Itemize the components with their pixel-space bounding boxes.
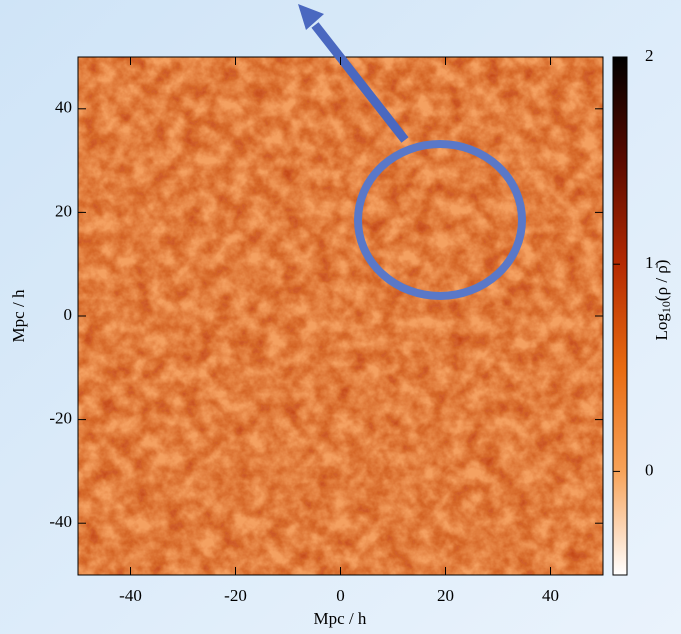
- colorbar: [612, 56, 628, 576]
- density-field: [78, 57, 603, 575]
- y-tick-label: 20: [55, 201, 72, 220]
- colorbar-tick-label: 0: [645, 460, 654, 479]
- y-axis-label: Mpc / h: [9, 289, 28, 342]
- y-tick-label: -40: [49, 512, 72, 531]
- label-subscript: 10: [659, 301, 673, 313]
- colorbar-tick-label: 2: [645, 46, 654, 65]
- y-tick-label: 40: [55, 98, 72, 117]
- x-tick-label: 20: [437, 586, 454, 605]
- colorbar-label: Log10(ρ / ρ̄): [652, 260, 673, 341]
- label-rest: (ρ / ρ̄): [652, 260, 671, 302]
- x-tick-label: 40: [542, 586, 559, 605]
- x-tick-label: -20: [224, 586, 247, 605]
- x-axis-label: Mpc / h: [314, 609, 367, 628]
- highlight-annotation: [298, 4, 526, 300]
- y-tick-label: 0: [64, 305, 73, 324]
- colorbar-tick-label: 1: [645, 253, 654, 272]
- x-tick-label: -40: [119, 586, 142, 605]
- y-tick-label: -20: [49, 409, 72, 428]
- label-base: Log: [652, 313, 671, 341]
- x-tick-label: 0: [336, 586, 345, 605]
